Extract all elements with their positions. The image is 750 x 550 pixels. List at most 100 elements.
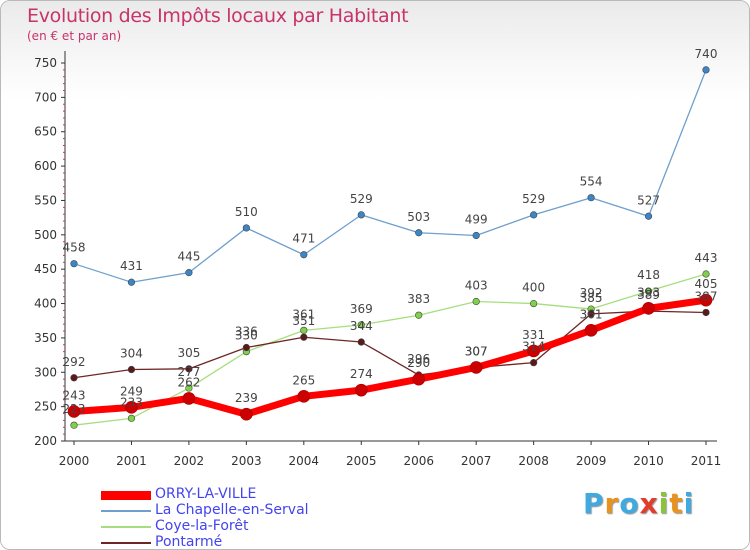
data-point (70, 260, 78, 268)
data-point (415, 311, 423, 319)
data-label: 249 (120, 384, 143, 398)
data-point (530, 211, 538, 219)
data-point (642, 302, 655, 315)
data-label: 330 (235, 329, 258, 343)
logo-letter: i (683, 487, 695, 520)
data-label: 243 (63, 388, 86, 402)
data-point (415, 229, 423, 237)
data-point (530, 299, 538, 308)
data-label: 403 (465, 278, 488, 292)
data-label: 383 (407, 292, 430, 306)
data-label: 262 (177, 375, 200, 389)
data-point (70, 374, 78, 382)
y-tick-label: 350 (34, 331, 57, 345)
data-point (185, 365, 193, 373)
data-label: 274 (350, 367, 373, 381)
data-label: 351 (292, 314, 315, 328)
data-point (127, 414, 136, 422)
data-point (584, 324, 598, 337)
data-point (530, 359, 538, 367)
legend-item: ORRY-LA-VILLE (101, 486, 401, 503)
y-tick-label: 650 (34, 125, 57, 139)
legend-swatch (101, 490, 151, 500)
x-tick-label: 2005 (346, 454, 377, 468)
data-point (240, 407, 253, 421)
data-point (527, 344, 540, 358)
logo-letter: x (639, 487, 659, 520)
data-label: 296 (407, 352, 430, 366)
data-point (242, 343, 250, 352)
data-label: 361 (292, 307, 315, 321)
series-line-La Chapelle-en-Serval (73, 69, 707, 283)
data-label: 233 (120, 395, 143, 409)
data-label: 393 (637, 285, 660, 299)
legend-label: ORRY-LA-VILLE (155, 486, 257, 502)
y-tick-label: 250 (34, 400, 57, 414)
data-point (354, 383, 368, 397)
x-tick-label: 2008 (518, 454, 549, 468)
series-line-Pontarmé (73, 310, 707, 379)
legend-label: Coye-la-Forêt (155, 518, 249, 534)
data-label: 344 (350, 319, 373, 333)
data-label: 529 (522, 192, 545, 206)
data-label: 305 (177, 346, 200, 360)
data-point (644, 212, 653, 220)
data-point (300, 333, 308, 341)
logo-letter: o (619, 487, 640, 520)
x-tick-label: 2001 (116, 454, 147, 468)
data-label: 239 (235, 391, 258, 405)
x-tick-label: 2006 (403, 454, 434, 468)
data-label: 418 (637, 268, 660, 282)
data-label: 458 (63, 241, 86, 255)
data-label: 304 (120, 347, 143, 361)
data-label: 331 (522, 328, 545, 342)
data-point (127, 365, 136, 374)
legend-item: Coye-la-Forêt (101, 518, 401, 535)
data-point (644, 287, 653, 295)
data-label: 529 (350, 192, 373, 206)
logo-letter: P (583, 487, 605, 520)
data-point (472, 297, 480, 306)
data-point (357, 211, 365, 219)
data-label: 307 (465, 344, 488, 358)
data-point (185, 269, 193, 277)
data-label: 369 (350, 302, 373, 316)
data-point (182, 392, 196, 405)
data-point (702, 66, 710, 74)
x-tick-label: 2007 (461, 454, 492, 468)
data-label: 471 (292, 232, 315, 246)
x-tick-label: 2000 (59, 454, 90, 468)
data-label: 389 (637, 288, 660, 302)
data-label: 431 (120, 259, 143, 273)
x-tick-label: 2010 (633, 454, 664, 468)
data-point (699, 293, 713, 307)
data-point (70, 421, 78, 429)
legend-swatch (101, 510, 151, 512)
data-point (185, 384, 193, 392)
y-tick-label: 300 (34, 365, 57, 379)
data-label: 392 (580, 286, 603, 300)
series-line-ORRY-LA-VILLE (73, 296, 707, 418)
x-tick-label: 2011 (691, 454, 722, 468)
data-label: 510 (235, 205, 258, 219)
data-label: 554 (580, 175, 603, 189)
legend-label: Pontarmé (155, 534, 223, 550)
chart-title: Evolution des Impôts locaux par Habitant (27, 5, 409, 27)
y-tick-label: 550 (34, 193, 57, 207)
y-tick-label: 700 (34, 90, 57, 104)
data-label: 740 (695, 47, 718, 61)
y-tick-label: 750 (34, 56, 57, 70)
data-point (357, 338, 365, 346)
y-tick-label: 400 (34, 297, 57, 311)
data-point (297, 390, 311, 403)
data-label: 290 (407, 356, 430, 370)
legend: ORRY-LA-VILLE La Chapelle-en-Serval Coye-l… (101, 486, 401, 550)
logo-letter: r (604, 487, 620, 520)
data-label: 400 (522, 281, 545, 295)
data-point (412, 372, 426, 386)
x-tick-label: 2009 (576, 454, 607, 468)
data-label: 445 (177, 250, 200, 264)
